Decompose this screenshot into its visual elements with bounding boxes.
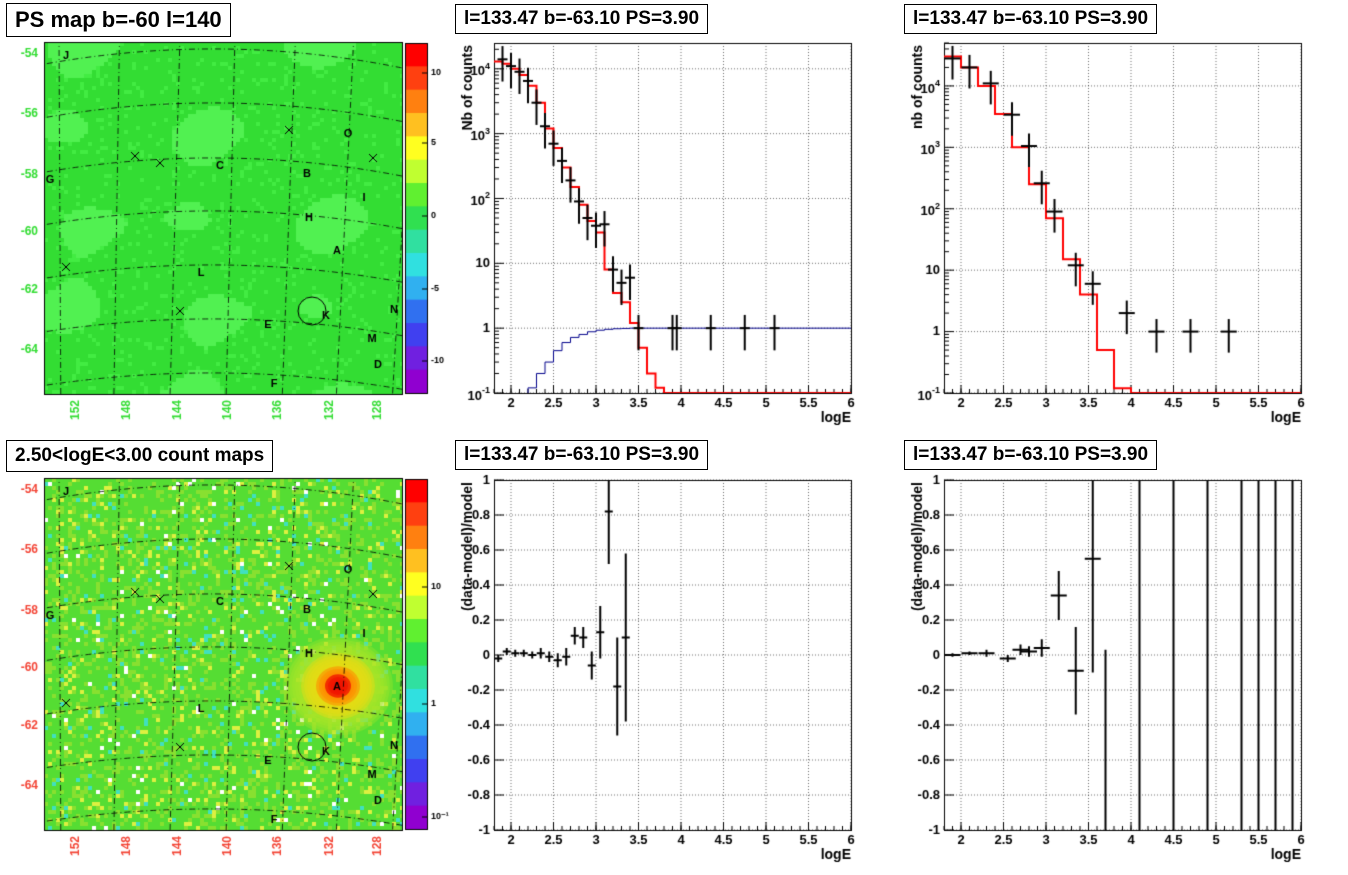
spec2-title: l=133.47 b=-63.10 PS=3.90 <box>904 4 1158 34</box>
map1-title: PS map b=-60 l=140 <box>6 3 231 37</box>
map2-title: 2.50<logE<3.00 count maps <box>6 440 274 472</box>
res1-title: l=133.47 b=-63.10 PS=3.90 <box>455 440 709 470</box>
res2-title: l=133.47 b=-63.10 PS=3.90 <box>904 440 1158 470</box>
spec1-title: l=133.47 b=-63.10 PS=3.90 <box>455 4 709 34</box>
